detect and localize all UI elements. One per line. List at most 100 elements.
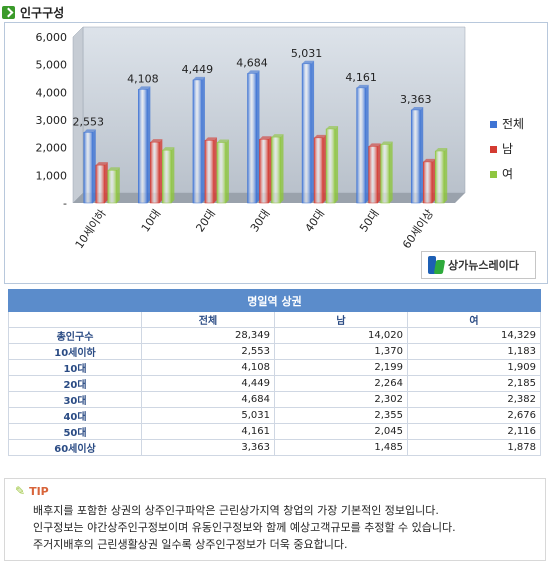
bar-top (95, 162, 108, 166)
bar-female (434, 150, 445, 204)
cell-female: 2,116 (407, 423, 541, 440)
cell-male: 2,264 (274, 375, 408, 392)
bar-male (150, 141, 160, 204)
bar-top (204, 137, 217, 141)
bar-side (323, 134, 327, 203)
bar-female (216, 142, 227, 204)
x-tick-label: 40대 (303, 207, 327, 234)
table-row: 60세이상 3,363 1,485 1,878 (8, 439, 541, 456)
y-tick-label: - (63, 197, 67, 210)
tip-line: 인구정보는 야간상주인구정보이며 유동인구정보와 함께 예상고객규모를 추정할 … (33, 521, 456, 534)
bar-female (271, 136, 281, 204)
section-title: 인구구성 (20, 5, 65, 20)
bar-total (410, 109, 421, 204)
bar-total (83, 132, 94, 204)
bar-male (95, 164, 106, 204)
bar-male (259, 139, 269, 204)
population-table: 명일역 상권 전체 남 여 총인구수 28,349 14,020 14,329 … (8, 289, 541, 456)
legend-swatch (490, 146, 497, 153)
table-caption: 명일역 상권 (8, 289, 541, 312)
bar-male (313, 137, 324, 204)
bar-total (356, 87, 366, 204)
cell-total: 2,553 (141, 343, 275, 360)
cell-male: 1,485 (274, 439, 408, 456)
data-label: 2,553 (73, 115, 105, 128)
brand-badge: 상가뉴스레이다 (421, 251, 536, 279)
bar-top (314, 134, 327, 138)
cell-total: 4,161 (141, 423, 275, 440)
bar-top (380, 141, 393, 145)
col-header-female: 여 (407, 311, 541, 328)
data-label: 4,161 (345, 71, 377, 84)
bar-side (335, 125, 339, 203)
cell-male: 2,302 (274, 391, 408, 408)
x-tick-label: 10세이하 (72, 207, 109, 251)
bar-top (247, 70, 260, 74)
cell-total: 3,363 (141, 439, 275, 456)
lightbulb-icon: ✎ (15, 484, 26, 498)
table-row: 30대 4,684 2,302 2,382 (8, 391, 541, 408)
data-label: 4,108 (127, 72, 159, 85)
bar-total (247, 73, 257, 204)
cell-total: 4,684 (141, 391, 275, 408)
x-tick-label: 30대 (248, 207, 272, 234)
x-tick-label: 20대 (193, 207, 217, 234)
cell-female: 1,878 (407, 439, 541, 456)
row-label: 60세이상 (8, 439, 142, 456)
bar-side (147, 86, 151, 203)
bar-top (138, 86, 151, 90)
tip-line: 배후지를 포함한 상권의 상주인구파악은 근린상가지역 창업의 가장 기본적인 … (33, 504, 439, 517)
bar-side (116, 167, 120, 203)
legend-label: 전체 (502, 117, 524, 131)
bar-side (225, 139, 229, 203)
bar-top (435, 148, 448, 152)
cell-male: 2,045 (274, 423, 408, 440)
data-label: 4,684 (236, 56, 268, 69)
bar-side (159, 139, 163, 203)
arrow-icon (2, 5, 15, 19)
cell-female: 1,909 (407, 359, 541, 376)
bar-male (204, 140, 215, 204)
bar-side (432, 158, 436, 203)
y-tick-label: 4,000 (36, 86, 68, 99)
bar-top (150, 139, 163, 143)
cell-female: 2,185 (407, 375, 541, 392)
bar-side (201, 76, 205, 203)
bar-top (83, 129, 96, 133)
bar-top (411, 106, 424, 110)
population-chart: - 1,000 2,000 3,000 4,000 5,000 6,000 2,553 10세이… (36, 26, 524, 251)
bar-female (162, 149, 172, 204)
legend-label: 여 (502, 167, 513, 181)
y-tick-label: 3,000 (36, 114, 68, 127)
bar-side (311, 60, 315, 204)
y-tick-label: 1,000 (36, 169, 68, 182)
bar-total (301, 63, 312, 204)
brand-name: 상가뉴스레이다 (448, 259, 519, 272)
bar-top (423, 158, 436, 162)
cell-female: 2,676 (407, 407, 541, 424)
y-tick-label: 5,000 (36, 59, 68, 72)
cell-male: 2,199 (274, 359, 408, 376)
table-row: 20대 4,449 2,264 2,185 (8, 375, 541, 392)
cell-female: 14,329 (407, 327, 541, 344)
bar-side (420, 106, 424, 203)
bar-side (365, 84, 369, 203)
legend-swatch (490, 121, 497, 128)
bar-top (302, 60, 315, 64)
bar-top (259, 136, 272, 140)
cell-male: 1,370 (274, 343, 408, 360)
y-tick-label: 2,000 (36, 142, 68, 155)
bar-male (368, 146, 378, 204)
cell-female: 2,382 (407, 391, 541, 408)
bar-side (389, 141, 393, 203)
table-row: 총인구수 28,349 14,020 14,329 (8, 327, 541, 344)
row-label: 20대 (8, 375, 142, 392)
bar-side (171, 147, 175, 203)
chart-frame: - 1,000 2,000 3,000 4,000 5,000 6,000 2,553 10세이… (4, 22, 548, 284)
legend-swatch (490, 171, 497, 178)
row-label: 50대 (8, 423, 142, 440)
cell-total: 5,031 (141, 407, 275, 424)
legend-label: 남 (502, 142, 513, 156)
cell-total: 4,449 (141, 375, 275, 392)
cell-male: 2,355 (274, 407, 408, 424)
